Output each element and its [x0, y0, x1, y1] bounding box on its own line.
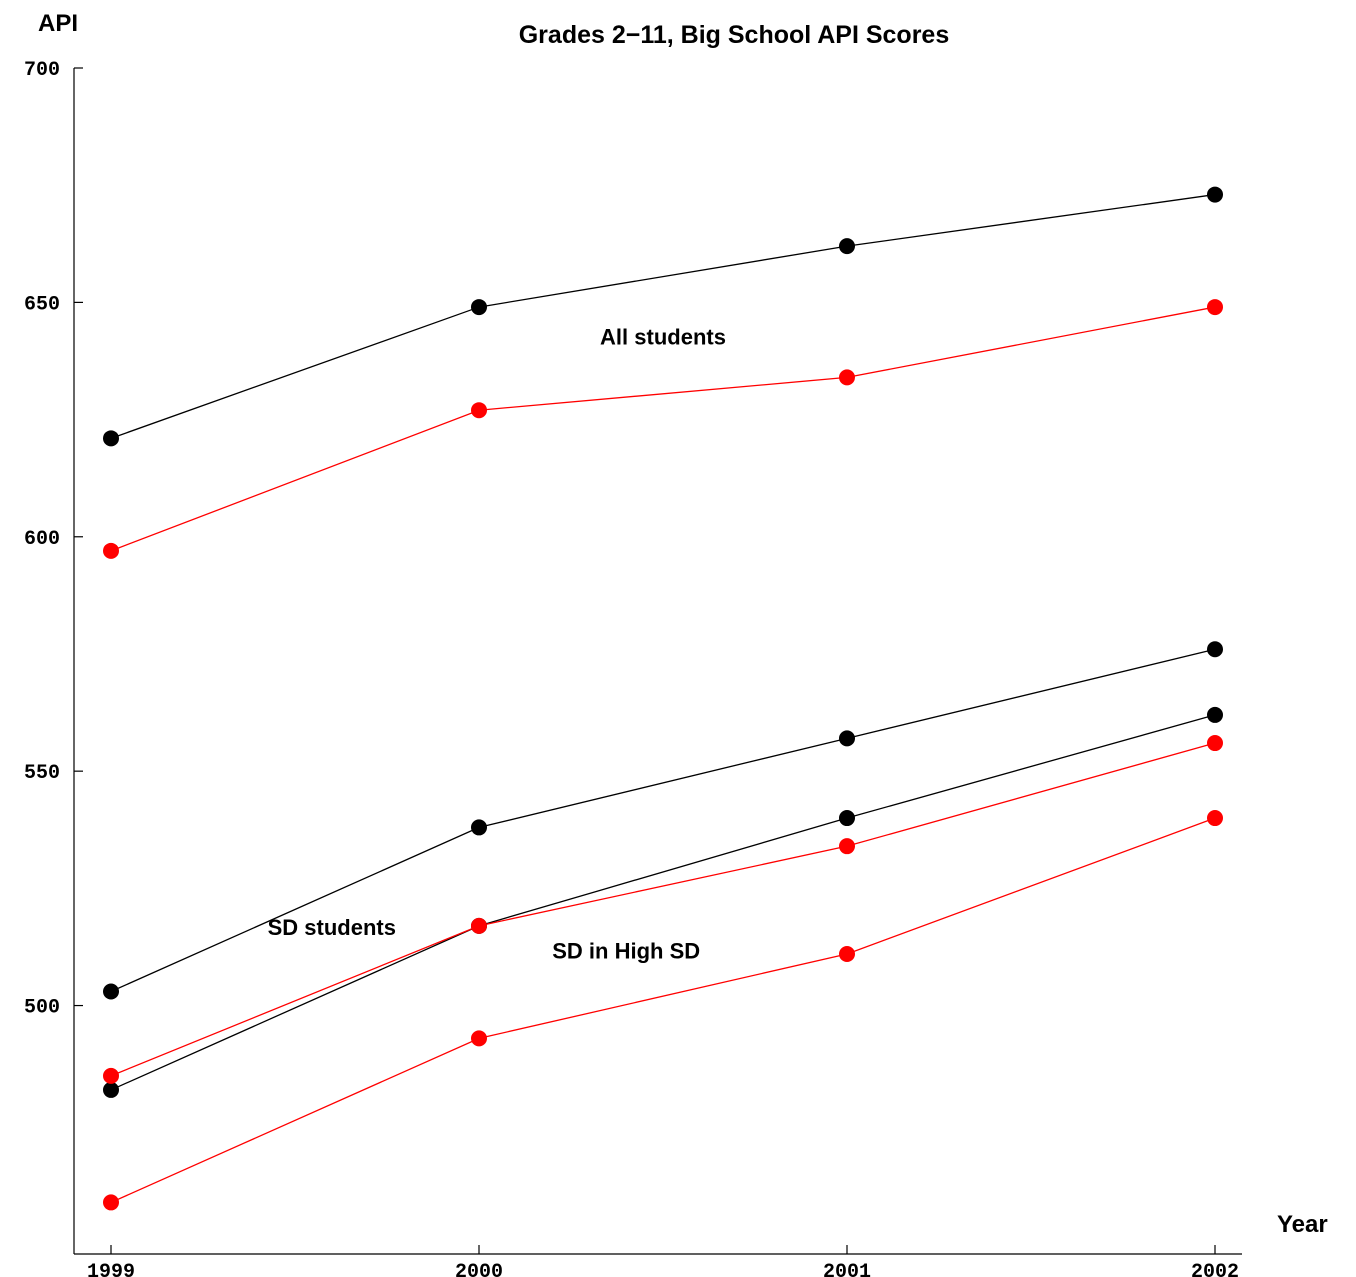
x-axis-title: Year — [1277, 1211, 1328, 1238]
annotation-label: SD in High SD — [552, 939, 700, 964]
x-axis-ticks: 1999 2000 2001 2002 — [87, 1245, 1239, 1277]
y-tick-label: 600 — [24, 528, 60, 551]
series-layer — [103, 186, 1223, 1211]
data-point — [1207, 735, 1223, 752]
data-point — [103, 1067, 119, 1084]
y-tick-label: 650 — [24, 293, 60, 316]
data-point — [103, 1081, 119, 1098]
data-point — [839, 945, 855, 962]
x-tick-label: 2001 — [823, 1261, 871, 1277]
series-line — [110, 648, 1216, 993]
series-line — [110, 714, 1216, 1091]
annotations: All students SD students SD in High SD — [268, 325, 726, 964]
data-point — [471, 402, 487, 419]
x-tick-label: 1999 — [87, 1261, 135, 1277]
chart-title: Grades 2−11, Big School API Scores — [519, 21, 950, 49]
series-line — [110, 742, 1216, 1077]
data-point — [103, 983, 119, 1000]
annotation-label: All students — [600, 325, 726, 350]
x-tick-label: 2002 — [1191, 1261, 1239, 1277]
data-point — [1207, 706, 1223, 723]
series-line — [110, 817, 1216, 1204]
y-axis-title: API — [38, 10, 78, 37]
y-tick-label: 550 — [24, 762, 60, 785]
data-point — [1207, 641, 1223, 658]
data-point — [103, 542, 119, 559]
data-point — [839, 838, 855, 855]
data-point — [839, 810, 855, 827]
series-line — [110, 193, 1216, 439]
data-point — [839, 730, 855, 747]
annotation-label: SD students — [268, 915, 396, 940]
data-point — [471, 819, 487, 836]
data-point — [471, 299, 487, 316]
data-point — [103, 1194, 119, 1211]
x-tick-label: 2000 — [455, 1261, 503, 1277]
data-point — [1207, 299, 1223, 316]
data-point — [471, 1030, 487, 1047]
series-line — [110, 306, 1216, 552]
y-tick-label: 700 — [24, 59, 60, 82]
y-axis-ticks: 500 550 600 650 700 — [24, 59, 83, 1020]
data-point — [1207, 810, 1223, 827]
data-point — [1207, 186, 1223, 203]
data-point — [471, 917, 487, 934]
data-point — [839, 238, 855, 255]
data-point — [103, 430, 119, 447]
y-tick-label: 500 — [24, 997, 60, 1020]
data-point — [839, 369, 855, 386]
